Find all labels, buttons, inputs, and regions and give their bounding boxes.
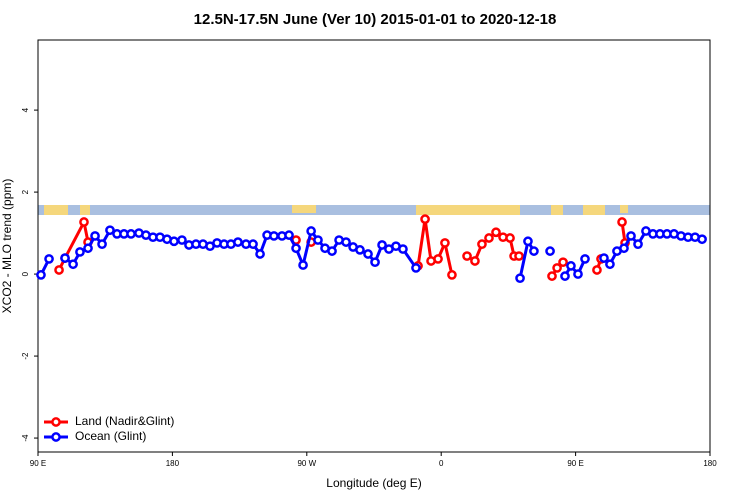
point <box>515 273 525 284</box>
point <box>370 257 380 268</box>
y-tick-label: -2 <box>21 352 30 360</box>
point <box>341 237 351 247</box>
legend-label: Land (Nadir&Glint) <box>75 414 174 428</box>
point <box>298 260 308 270</box>
x-tick-label: 90 W <box>297 459 316 468</box>
point <box>363 249 373 259</box>
y-tick-label: -4 <box>21 434 30 442</box>
x-tick-label: 90 E <box>567 459 583 468</box>
point <box>313 235 323 245</box>
legend-marker <box>51 417 61 427</box>
point <box>447 270 457 280</box>
point <box>44 254 54 264</box>
point <box>79 217 89 227</box>
point <box>529 246 539 256</box>
plot-frame <box>37 39 711 453</box>
point <box>126 229 136 239</box>
point <box>523 236 533 247</box>
chart-title: 12.5N-17.5N June (Ver 10) 2015-01-01 to … <box>194 11 557 28</box>
land-patch <box>620 205 628 213</box>
point <box>617 217 627 227</box>
y-tick-label: 4 <box>21 107 30 112</box>
land-patch <box>80 205 90 215</box>
point <box>306 226 316 236</box>
point <box>462 251 472 261</box>
point <box>470 256 480 266</box>
y-tick-label: 0 <box>21 271 30 276</box>
point <box>83 243 93 254</box>
point <box>60 253 70 263</box>
x-tick-label: 180 <box>703 459 717 468</box>
point <box>248 239 258 250</box>
point <box>560 271 570 281</box>
point <box>233 237 243 247</box>
point <box>36 270 46 280</box>
point <box>411 263 421 273</box>
point <box>291 243 301 254</box>
legend-label: Ocean (Glint) <box>75 429 146 443</box>
x-axis-label: Longitude (deg E) <box>326 476 421 490</box>
point <box>105 225 115 236</box>
point <box>558 257 568 268</box>
point <box>284 230 294 240</box>
point <box>547 271 557 281</box>
point <box>269 231 279 241</box>
x-tick-label: 90 E <box>30 459 46 468</box>
point <box>592 265 602 275</box>
ocean-band <box>38 205 710 215</box>
land-patch <box>551 205 563 215</box>
series-line <box>57 217 627 277</box>
point <box>552 263 562 273</box>
point <box>633 239 643 250</box>
point <box>177 235 187 245</box>
land-patch <box>416 205 520 215</box>
point <box>440 238 450 248</box>
point <box>697 234 707 245</box>
point <box>398 244 408 254</box>
point <box>491 227 501 238</box>
point <box>505 233 515 243</box>
point <box>377 240 387 250</box>
land-patch <box>583 205 605 215</box>
point <box>169 236 179 247</box>
land-patch <box>44 205 68 215</box>
x-tick-label: 0 <box>439 459 444 468</box>
point <box>545 246 555 256</box>
point <box>580 254 590 264</box>
y-axis-label: XCO2 - MLO trend (ppm) <box>0 179 14 314</box>
point <box>90 231 100 241</box>
land-patch <box>292 205 316 213</box>
point <box>484 233 494 243</box>
x-tick-label: 180 <box>166 459 180 468</box>
point <box>327 246 337 256</box>
point <box>75 247 85 257</box>
legend-marker <box>51 432 61 442</box>
point <box>54 265 64 275</box>
point <box>573 269 583 279</box>
point <box>420 214 430 224</box>
point <box>599 253 609 263</box>
point <box>514 251 524 261</box>
point <box>97 239 107 250</box>
point <box>477 239 487 250</box>
point <box>626 231 636 241</box>
point <box>605 259 615 270</box>
point <box>355 245 365 255</box>
point <box>619 243 629 254</box>
point <box>566 261 576 271</box>
point <box>255 249 265 259</box>
map-strip <box>38 205 710 215</box>
point <box>433 254 443 264</box>
point <box>68 259 78 270</box>
y-tick-label: 2 <box>21 189 30 194</box>
